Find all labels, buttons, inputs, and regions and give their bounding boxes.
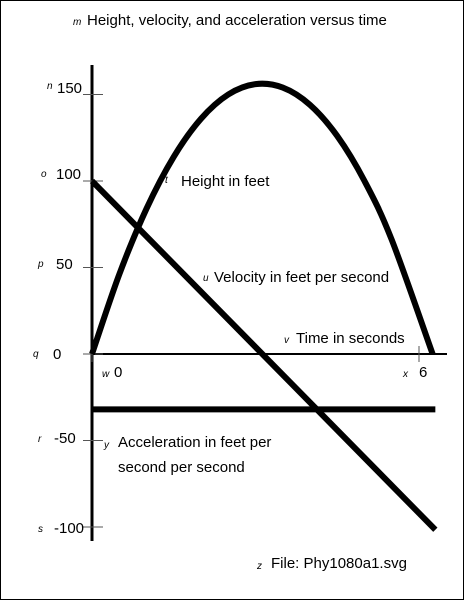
y-tick-label-150: 150 xyxy=(57,80,82,97)
y-tick-label-neg100: -100 xyxy=(54,520,84,537)
velocity-series-label: Velocity in feet per second xyxy=(214,269,389,286)
height-series-line xyxy=(89,80,436,356)
y-annotation-0: q xyxy=(33,349,39,360)
y-tick-label-neg50: -50 xyxy=(54,430,76,447)
x-tick-label-6: 6 xyxy=(419,364,427,381)
accel-series-label-line2: second per second xyxy=(118,459,245,476)
x-annotation-0: w xyxy=(102,369,110,380)
y-tick-label-50: 50 xyxy=(56,256,73,273)
file-label: File: Phy1080a1.svg xyxy=(271,555,407,572)
y-annotation-50: p xyxy=(37,259,44,270)
chart-title: Height, velocity, and acceleration versu… xyxy=(87,12,387,29)
height-annotation: t xyxy=(165,175,169,186)
y-annotation-100: o xyxy=(41,169,47,180)
y-tick-label-0: 0 xyxy=(53,346,61,363)
x-annotation-6: x xyxy=(402,369,409,380)
x-axis-label: Time in seconds xyxy=(296,330,405,347)
velocity-series-line xyxy=(89,178,438,532)
y-tick-label-100: 100 xyxy=(56,166,81,183)
y-annotation-neg50: r xyxy=(38,434,42,445)
title-annotation: m xyxy=(73,17,81,28)
y-annotation-150: n xyxy=(47,81,53,92)
accel-series-label-line1: Acceleration in feet per xyxy=(118,434,271,451)
file-annotation: z xyxy=(256,561,262,572)
velocity-annotation: u xyxy=(203,273,209,284)
height-series-label: Height in feet xyxy=(181,173,270,190)
accel-annotation: y xyxy=(103,440,110,451)
time-annotation: v xyxy=(284,335,290,346)
y-annotation-neg100: s xyxy=(38,524,43,535)
series-group xyxy=(89,80,438,532)
x-tick-label-0: 0 xyxy=(114,364,122,381)
